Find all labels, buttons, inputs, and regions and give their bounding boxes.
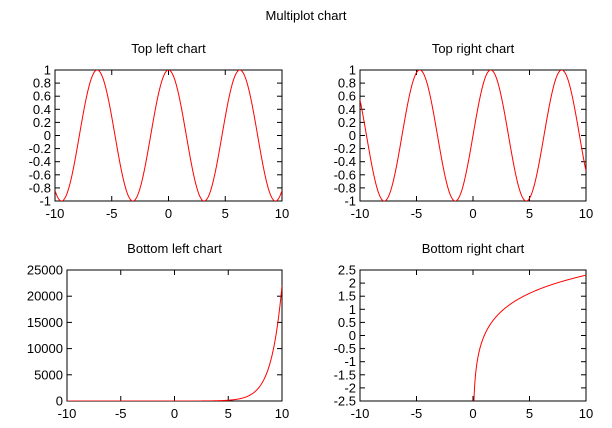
y-tick-label: 1	[349, 63, 356, 78]
y-tick-label: -0.8	[334, 180, 356, 195]
x-tick-label: 10	[579, 406, 593, 421]
x-tick-label: 5	[225, 406, 232, 421]
chart-panel-2: Top right chart-10 -5 0 5 10-1-0.8-0.6-0.4-0…	[334, 41, 594, 221]
chart-title: Bottom right chart	[422, 241, 525, 256]
y-tick-label: 1.5	[338, 289, 356, 304]
y-tick-label: -0.8	[29, 180, 51, 195]
x-tick-label: -5	[411, 406, 423, 421]
y-tick-label: 2	[349, 276, 356, 291]
x-tick-label: 0	[171, 406, 178, 421]
y-tick-label: 0.8	[33, 76, 51, 91]
y-tick-label: 2.5	[338, 263, 356, 278]
y-tick-label: 20000	[27, 289, 63, 304]
y-tick-label: 1	[44, 63, 51, 78]
y-tick-label: 1	[349, 302, 356, 317]
chart-title: Top left chart	[131, 41, 206, 56]
main-title: Multiplot chart	[266, 8, 347, 23]
y-tick-label: 5000	[34, 367, 63, 382]
x-tick-label: 10	[275, 406, 289, 421]
y-tick-label: 0.8	[338, 76, 356, 91]
x-tick-label: -10	[58, 406, 77, 421]
plot-frame	[54, 69, 283, 202]
x-tick-label: -10	[46, 206, 65, 221]
y-tick-label: 0.2	[338, 115, 356, 130]
x-tick-label: 5	[526, 206, 533, 221]
y-tick-label: -1	[344, 354, 356, 369]
series-line	[67, 285, 282, 401]
x-tick-label: 0	[469, 406, 476, 421]
y-tick-label: -0.6	[334, 167, 356, 182]
series-line	[55, 70, 282, 201]
y-tick-label: -2	[344, 380, 356, 395]
y-tick-label: 0.6	[33, 89, 51, 104]
plot-frame	[359, 269, 587, 402]
plot-frame	[66, 269, 283, 402]
x-tick-label: 10	[579, 206, 593, 221]
chart-panel-1: Top left chart-10 -5 0 5 10-1-0.8-0.6-0.4-0.…	[29, 41, 290, 221]
y-tick-label: 0	[349, 128, 356, 143]
y-tick-label: -0.5	[334, 341, 356, 356]
x-tick-label: 0	[469, 206, 476, 221]
y-tick-label: 0.5	[338, 315, 356, 330]
y-tick-label: 0	[349, 328, 356, 343]
y-tick-label: -0.2	[29, 141, 51, 156]
chart-title: Bottom left chart	[127, 241, 222, 256]
x-tick-label: -10	[351, 206, 370, 221]
x-tick-label: 5	[526, 406, 533, 421]
x-tick-label: 10	[275, 206, 289, 221]
y-tick-label: 0	[56, 394, 63, 409]
x-tick-label: -5	[411, 206, 423, 221]
y-tick-label: 0.4	[33, 102, 51, 117]
x-tick-label: 5	[222, 206, 229, 221]
series-line	[473, 274, 586, 401]
y-tick-label: -2.5	[334, 394, 356, 409]
x-tick-label: -5	[115, 406, 127, 421]
y-tick-label: 25000	[27, 263, 63, 278]
y-tick-label: 0.2	[33, 115, 51, 130]
y-tick-label: -1	[344, 194, 356, 209]
y-tick-label: 0.4	[338, 102, 356, 117]
y-tick-label: -0.4	[334, 154, 356, 169]
chart-panel-4: Bottom right chart-10 -5 0 5 10-2.5-2-1.5-1-…	[334, 241, 594, 421]
y-tick-label: -0.4	[29, 154, 51, 169]
y-tick-label: 15000	[27, 315, 63, 330]
y-tick-label: -1	[39, 194, 51, 209]
series-line	[360, 70, 586, 201]
chart-panel-3: Bottom left chart -10 -5 0 5 10 0 5000 10000 1500…	[27, 241, 289, 421]
y-tick-label: -0.2	[334, 141, 356, 156]
x-tick-label: 0	[165, 206, 172, 221]
y-tick-label: -0.6	[29, 167, 51, 182]
y-tick-label: 10000	[27, 341, 63, 356]
y-tick-label: 0.6	[338, 89, 356, 104]
x-tick-label: -10	[351, 406, 370, 421]
x-tick-label: -5	[106, 206, 118, 221]
y-tick-label: -1.5	[334, 367, 356, 382]
y-tick-label: 0	[44, 128, 51, 143]
chart-title: Top right chart	[432, 41, 515, 56]
